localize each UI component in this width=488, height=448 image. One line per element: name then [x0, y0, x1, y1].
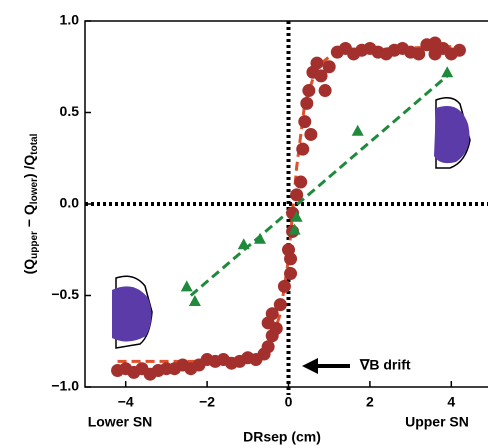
data-point	[296, 142, 310, 156]
y-label-part: upper	[29, 231, 40, 259]
data-point	[322, 60, 336, 74]
y-label-part: (Q	[21, 259, 37, 275]
data-point	[273, 298, 287, 312]
data-point	[277, 279, 291, 293]
data-point	[180, 280, 193, 292]
data-point	[302, 84, 316, 98]
data-point	[304, 127, 318, 141]
data-point	[452, 43, 466, 57]
x-tick-label: −2	[199, 394, 215, 410]
data-point	[310, 56, 324, 70]
plasma-icon-upper	[434, 97, 471, 169]
annotation: Upper SN	[405, 414, 469, 430]
data-point	[428, 47, 442, 61]
data-point	[290, 188, 304, 202]
y-label-part: lower	[29, 178, 40, 204]
fit-line	[189, 74, 449, 297]
x-axis-label: DRsep (cm)	[243, 429, 321, 445]
y-axis-label: (Qupper − Qlower) /Qtotal	[21, 133, 40, 274]
data-point	[318, 84, 332, 98]
annotation: ∇B drift	[359, 357, 411, 373]
y-tick-label: −0.5	[51, 286, 79, 302]
x-tick-label: −4	[118, 394, 134, 410]
data-point	[351, 124, 364, 136]
data-point	[298, 115, 312, 129]
y-label-part: − Q	[21, 204, 37, 231]
y-tick-label: −1.0	[51, 378, 79, 394]
annotation: Lower SN	[88, 414, 153, 430]
x-tick-label: 2	[366, 394, 374, 410]
data-point	[441, 66, 454, 78]
data-point	[294, 175, 308, 189]
y-tick-label: 1.0	[60, 12, 80, 28]
data-point	[254, 232, 267, 244]
plasma-icon-lower	[112, 275, 153, 349]
data-point	[265, 307, 279, 321]
y-tick-label: 0.0	[60, 195, 80, 211]
x-tick-label: 0	[285, 394, 293, 410]
y-label-part: ) /Q	[21, 155, 37, 178]
data-point	[290, 210, 303, 222]
data-point	[300, 96, 314, 110]
data-point	[282, 243, 295, 257]
data-point	[188, 294, 201, 306]
y-tick-label: 0.5	[60, 103, 80, 119]
data-point	[284, 267, 298, 281]
drift-arrow	[302, 358, 350, 374]
y-label-part: total	[29, 133, 40, 154]
data-point	[261, 340, 275, 354]
data-point	[237, 238, 250, 250]
data-point	[269, 321, 283, 335]
x-tick-label: 4	[447, 394, 455, 410]
data-point	[412, 47, 426, 61]
data-point	[314, 69, 328, 83]
data-point	[288, 223, 301, 235]
